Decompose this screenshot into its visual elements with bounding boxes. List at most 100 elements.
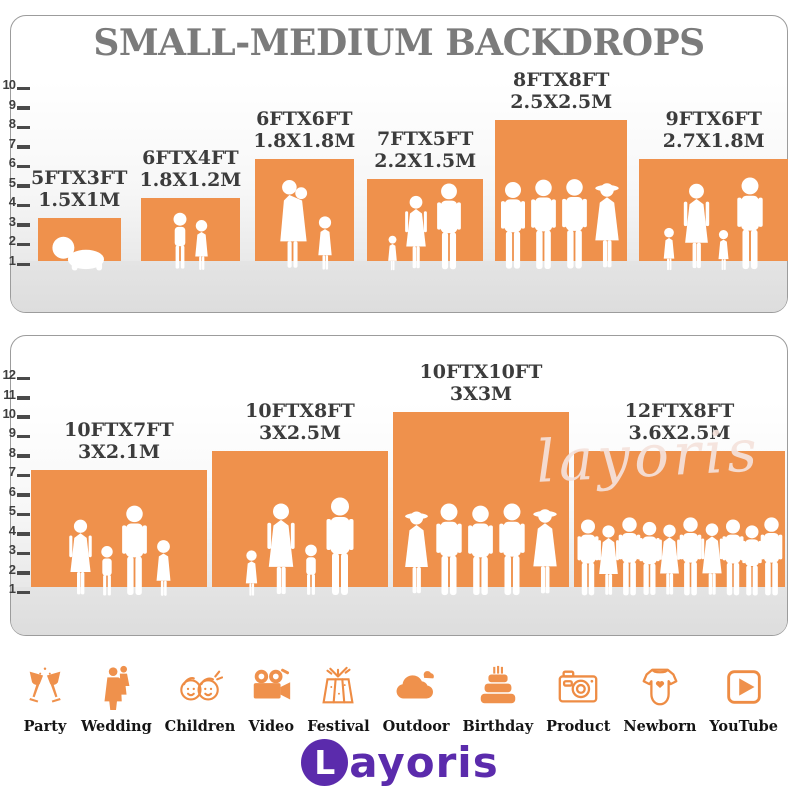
backdrop-rect	[31, 470, 207, 596]
person-silhouette	[326, 497, 353, 595]
axis-tick-3: 3	[1, 214, 30, 228]
wedding-icon	[93, 664, 139, 710]
person-silhouette	[280, 180, 308, 268]
backdrop-item-6ftx4ft: 6FTX4FT 1.8X1.2M	[139, 147, 241, 270]
large-panel: layoris 1 2 3 4 5 6 7 8 9 10 11 12 10FTX7FT 3X2.1M 10F…	[3, 335, 788, 636]
axis-tick-mark	[17, 551, 30, 556]
axis-tick-mark	[17, 415, 30, 419]
axis-tick-label: 10	[2, 405, 16, 421]
category-label: Video	[248, 718, 295, 735]
backdrop-item-10ftx8ft: 10FTX8FT 3X2.5M	[212, 400, 388, 596]
festival-icon	[315, 664, 361, 710]
category-item-party: Party	[22, 664, 68, 735]
axis-tick-mark	[17, 396, 30, 400]
backdrop-size-label: 10FTX8FT 3X2.5M	[245, 400, 355, 444]
axis-tick-label: 10	[2, 77, 16, 93]
silhouette-group	[489, 178, 633, 271]
page-title: SMALL-MEDIUM BACKDROPS	[93, 22, 705, 64]
backdrop-item-10ftx7ft: 10FTX7FT 3X2.1M	[31, 419, 207, 596]
backdrop-size-label: 7FTX5FT 2.2X1.5M	[374, 128, 476, 172]
backdrop-size-ft: 10FTX7FT	[64, 419, 174, 442]
axis-tick-11: 11	[1, 387, 30, 401]
axis-tick-label: 2	[8, 233, 16, 249]
person-silhouette	[405, 511, 428, 594]
category-label: YouTube	[709, 718, 778, 735]
person-silhouette	[173, 212, 187, 269]
axis-tick-mark	[17, 164, 30, 169]
axis-tick-5: 5	[1, 503, 30, 517]
backdrop-rect	[212, 451, 388, 596]
axis-tick-label: 2	[8, 561, 16, 577]
person-silhouette	[436, 183, 461, 270]
person-silhouette	[266, 503, 295, 595]
axis-tick-label: 8	[8, 116, 16, 132]
person-silhouette	[741, 525, 762, 596]
person-silhouette	[436, 503, 462, 596]
backdrop-size-label: 6FTX6FT 1.8X1.8M	[253, 108, 356, 152]
axis-tick-7: 7	[1, 136, 30, 150]
category-row: Party Wedding Children Video Festival Outdoor…	[0, 664, 800, 735]
person-silhouette	[760, 517, 782, 596]
logo-mark: L	[301, 739, 349, 786]
person-silhouette	[195, 220, 208, 270]
category-item-newborn: Newborn	[623, 664, 696, 735]
silhouette-group	[568, 517, 791, 597]
backdrop-size-m: 2.7X1.8M	[662, 129, 765, 152]
person-silhouette	[121, 505, 147, 595]
person-silhouette	[577, 519, 598, 596]
backdrop-size-label: 8FTX8FT 2.5X2.5M	[510, 69, 612, 113]
category-label: Children	[164, 718, 236, 735]
children-icon	[177, 664, 223, 710]
category-item-children: Children	[164, 664, 236, 735]
person-silhouette	[533, 509, 557, 594]
axis-tick-7: 7	[1, 464, 30, 478]
person-silhouette	[722, 519, 743, 596]
backdrop-size-label: 12FTX8FT 3.6X2.5M	[625, 400, 735, 444]
axis-tick-mark	[17, 125, 30, 130]
backdrop-item-7ftx5ft: 7FTX5FT 2.2X1.5M	[367, 128, 484, 271]
backdrop-size-m: 3X2.1M	[77, 440, 161, 463]
axis-tick-12: 12	[1, 367, 30, 381]
backdrop-rect	[495, 120, 628, 269]
axis-tick-label: 3	[8, 542, 16, 558]
axis-tick-4: 4	[1, 523, 30, 537]
person-silhouette	[683, 183, 709, 269]
backdrop-size-ft: 10FTX10FT	[419, 361, 543, 384]
category-item-festival: Festival	[307, 664, 370, 735]
backdrop-size-ft: 6FTX6FT	[256, 108, 353, 131]
backdrop-size-ft: 10FTX8FT	[245, 400, 355, 423]
category-item-outdoor: Outdoor	[383, 664, 450, 735]
newborn-icon	[637, 664, 683, 710]
backdrop-size-label: 10FTX10FT 3X3M	[419, 361, 543, 405]
logo: L ayoris	[0, 739, 800, 786]
axis-tick-6: 6	[1, 484, 30, 498]
logo-initial: L	[314, 743, 336, 782]
axis-tick-3: 3	[1, 542, 30, 556]
axis-tick-label: 6	[8, 155, 16, 171]
category-item-video: Video	[248, 664, 294, 735]
axis-tick-mark	[17, 571, 30, 575]
person-silhouette	[737, 177, 763, 270]
backdrop-item-10ftx10ft: 10FTX10FT 3X3M	[393, 361, 569, 596]
axis-tick-label: 12	[2, 367, 16, 383]
backdrop-size-m: 1.8X1.8M	[253, 129, 356, 152]
axis-tick-mark	[17, 262, 30, 266]
silhouette-group	[633, 177, 794, 271]
backdrop-size-label: 9FTX6FT 2.7X1.8M	[662, 108, 765, 152]
axis-tick-4: 4	[1, 194, 30, 208]
backdrop-item-6ftx6ft: 6FTX6FT 1.8X1.8M	[253, 108, 356, 270]
backdrop-size-m: 3X2.5M	[258, 421, 342, 444]
person-silhouette	[501, 182, 526, 269]
silhouette-group	[206, 497, 394, 597]
axis-tick-label: 4	[8, 522, 16, 538]
axis-tick-label: 9	[8, 96, 16, 112]
backdrop-row: 10FTX7FT 3X2.1M 10FTX8FT 3X2.5M 10FTX10FT 3X3…	[11, 361, 787, 596]
person-silhouette	[318, 216, 332, 270]
axis-tick-mark	[17, 473, 30, 478]
axis-tick-label: 5	[8, 503, 16, 519]
person-silhouette	[404, 195, 427, 269]
person-silhouette	[156, 540, 170, 596]
backdrop-size-ft: 7FTX5FT	[377, 128, 474, 151]
backdrop-size-label: 5FTX3FT 1.5X1M	[31, 167, 127, 211]
